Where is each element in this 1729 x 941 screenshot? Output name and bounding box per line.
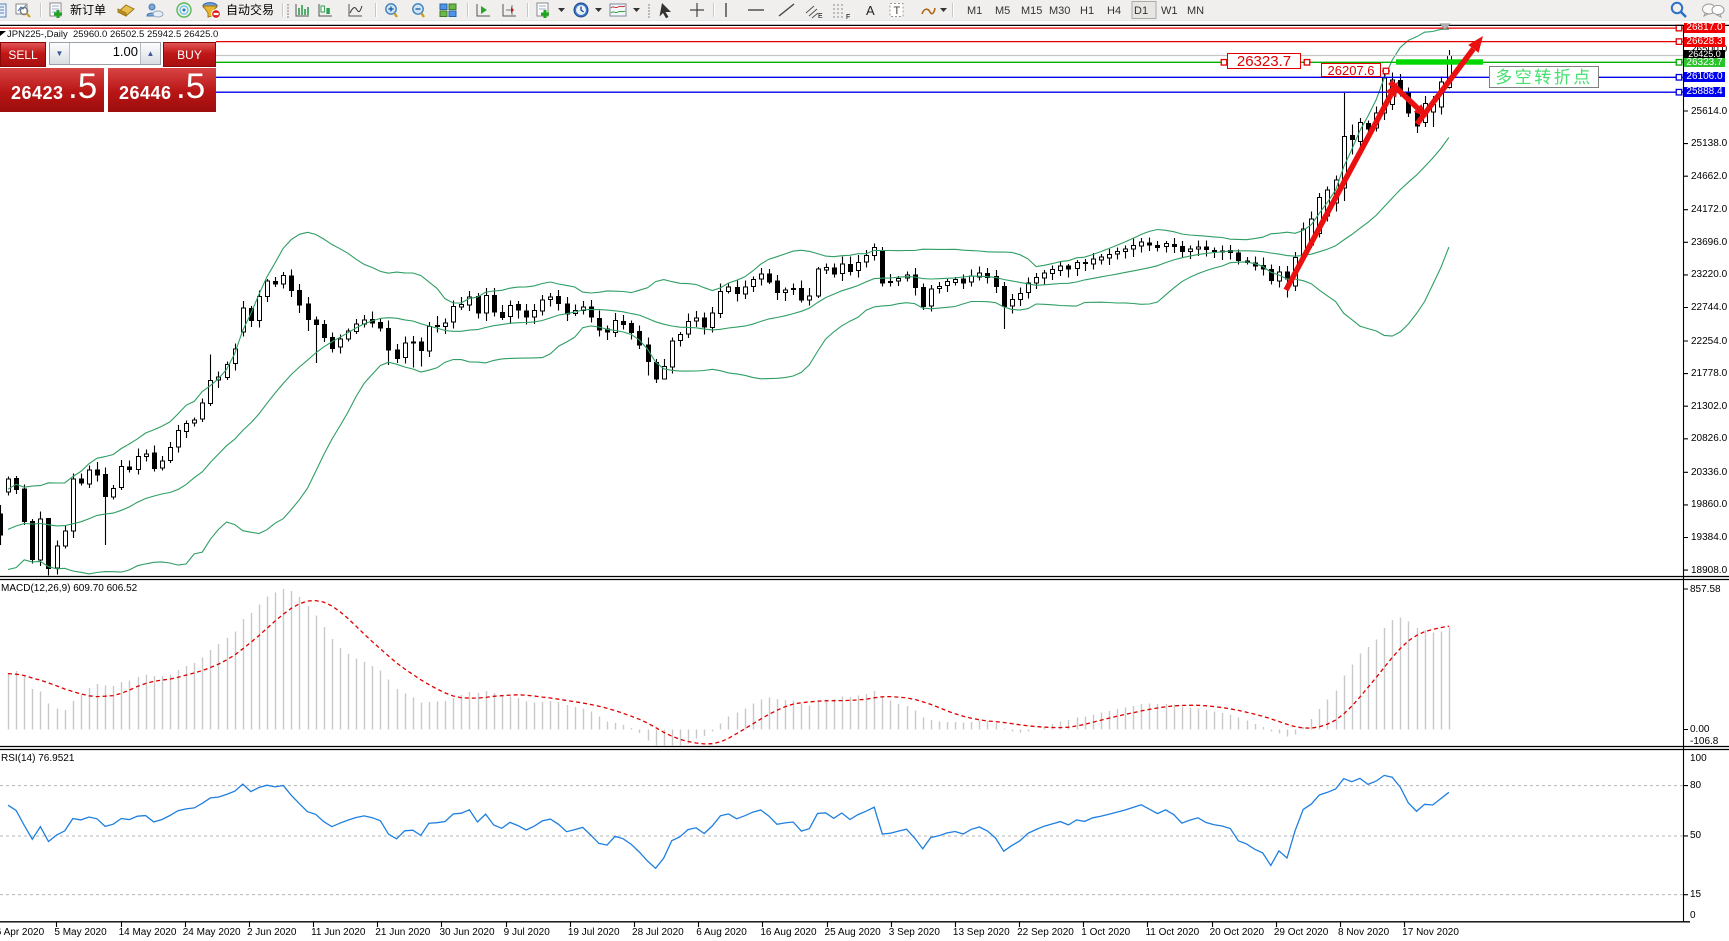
svg-text:M15: M15: [1021, 5, 1042, 17]
svg-text:M5: M5: [995, 5, 1010, 17]
svg-text:H4: H4: [1107, 5, 1121, 17]
svg-text:H1: H1: [1080, 5, 1094, 17]
svg-text:MN: MN: [1187, 5, 1204, 17]
svg-text:F: F: [846, 14, 850, 20]
svg-text:自动交易: 自动交易: [226, 2, 274, 17]
svg-text:M30: M30: [1049, 5, 1070, 17]
svg-text:T: T: [894, 5, 901, 17]
svg-text:E: E: [818, 13, 823, 20]
svg-text:D1: D1: [1134, 5, 1148, 17]
svg-text:M1: M1: [967, 5, 982, 17]
svg-text:新订单: 新订单: [70, 2, 106, 17]
svg-text:A: A: [866, 3, 875, 18]
svg-text:W1: W1: [1161, 5, 1178, 17]
